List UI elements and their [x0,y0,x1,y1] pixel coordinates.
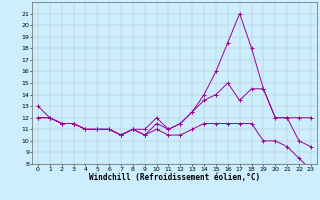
X-axis label: Windchill (Refroidissement éolien,°C): Windchill (Refroidissement éolien,°C) [89,173,260,182]
